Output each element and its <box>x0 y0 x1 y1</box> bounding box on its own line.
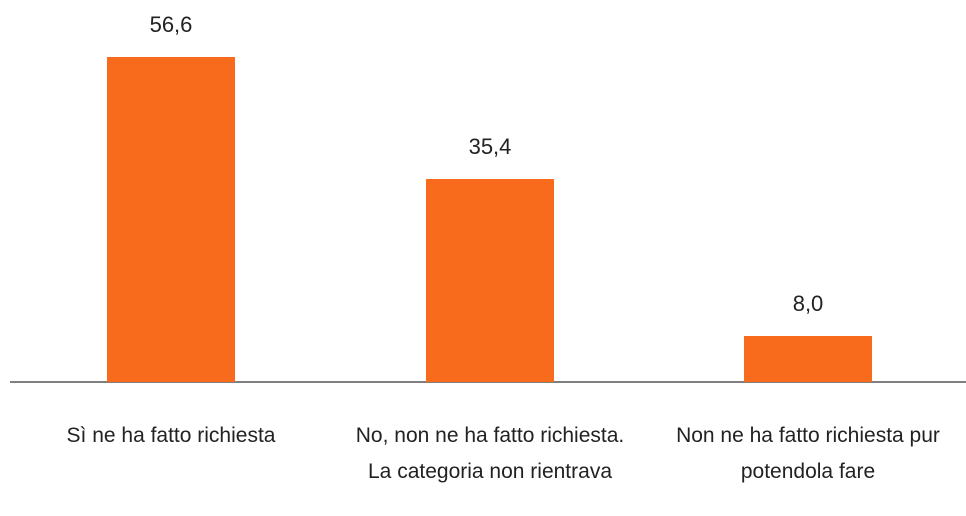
value-label: 8,0 <box>792 291 824 317</box>
category-label: Sì ne ha fatto richiesta <box>66 424 276 447</box>
value-label: 56,6 <box>149 12 193 37</box>
baseline <box>10 381 966 383</box>
category-label: Non ne ha fatto richiesta pur potendola … <box>676 424 940 483</box>
bar <box>107 57 235 382</box>
bar <box>744 336 872 382</box>
bar <box>426 178 554 382</box>
value-label: 35,4 <box>468 133 512 159</box>
category-label: No, non ne ha fatto richiesta. La catego… <box>355 424 625 483</box>
